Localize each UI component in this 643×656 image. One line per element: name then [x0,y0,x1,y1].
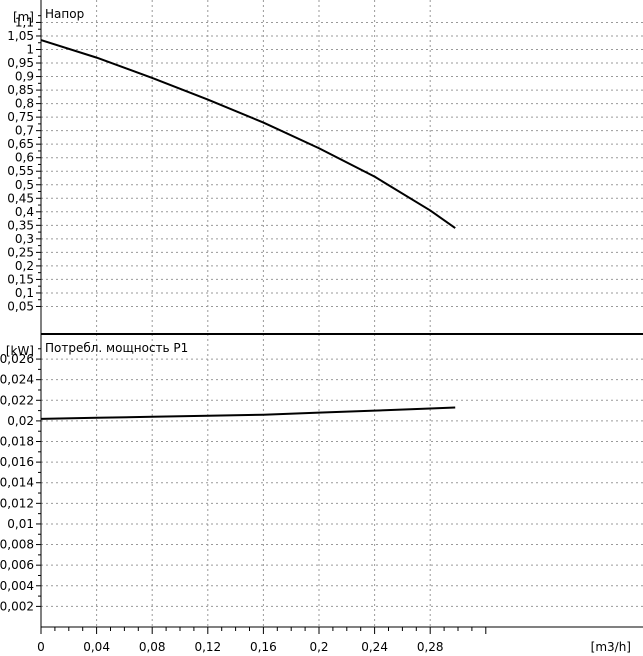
y-tick-label: 0,9 [15,70,34,84]
curve-layer [40,39,456,420]
y-tick-label: 0,65 [7,137,34,151]
y-tick-label: 0,004 [0,579,34,593]
y-tick-label: 0,014 [0,476,34,490]
label-layer: 0,050,10,150,20,250,30,350,40,450,50,550… [0,7,631,654]
y-tick-label: 0,8 [15,97,34,111]
y-tick-label: 0,6 [15,151,34,165]
y-tick-label: 0,7 [15,124,34,138]
x-tick-label: 0,24 [361,640,388,654]
performance-curve [40,39,456,229]
x-tick-label: 0,16 [250,640,277,654]
y-tick-label: 1 [26,43,34,57]
y-tick-label: 0,01 [7,517,34,531]
y-tick-label: 0,022 [0,393,34,407]
y-tick-label: 0,012 [0,496,34,510]
x-tick-label: 0 [37,640,45,654]
y-tick-label: 1,05 [7,29,34,43]
y-tick-label: 0,026 [0,352,34,366]
y-tick-label: 0,25 [7,245,34,259]
grid-layer [41,0,643,627]
x-axis-unit-label: [m3/h] [591,640,631,654]
y-axis-unit-label: [kW] [6,344,34,358]
y-tick-label: 0,024 [0,373,34,387]
y-tick-label: 0,008 [0,538,34,552]
y-tick-label: 0,02 [7,414,34,428]
y-tick-label: 0,45 [7,191,34,205]
y-tick-label: 0,95 [7,56,34,70]
y-tick-label: 0,1 [15,286,34,300]
y-tick-label: 0,018 [0,435,34,449]
y-tick-label: 0,35 [7,218,34,232]
y-tick-label: 0,016 [0,455,34,469]
y-tick-label: 0,55 [7,164,34,178]
x-tick-label: 0,28 [417,640,444,654]
y-tick-label: 0,4 [15,205,34,219]
x-tick-label: 0,04 [83,640,110,654]
performance-curve [40,406,456,420]
y-tick-label: 0,75 [7,110,34,124]
y-tick-label: 0,5 [15,178,34,192]
x-tick-label: 0,2 [309,640,328,654]
y-tick-label: 0,85 [7,83,34,97]
y-tick-label: 1,1 [15,15,34,29]
axes-layer [36,0,643,634]
y-tick-label: 0,05 [7,299,34,313]
y-tick-label: 0,2 [15,259,34,273]
y-tick-label: 0,002 [0,599,34,613]
x-tick-label: 0,08 [139,640,166,654]
y-axis-unit-label: [m] [13,10,34,24]
panel-title: Потребл. мощность P1 [45,341,188,355]
x-tick-label: 0,12 [194,640,221,654]
y-tick-label: 0,006 [0,558,34,572]
y-tick-label: 0,3 [15,232,34,246]
panel-title: Напор [45,7,84,21]
y-tick-label: 0,15 [7,272,34,286]
